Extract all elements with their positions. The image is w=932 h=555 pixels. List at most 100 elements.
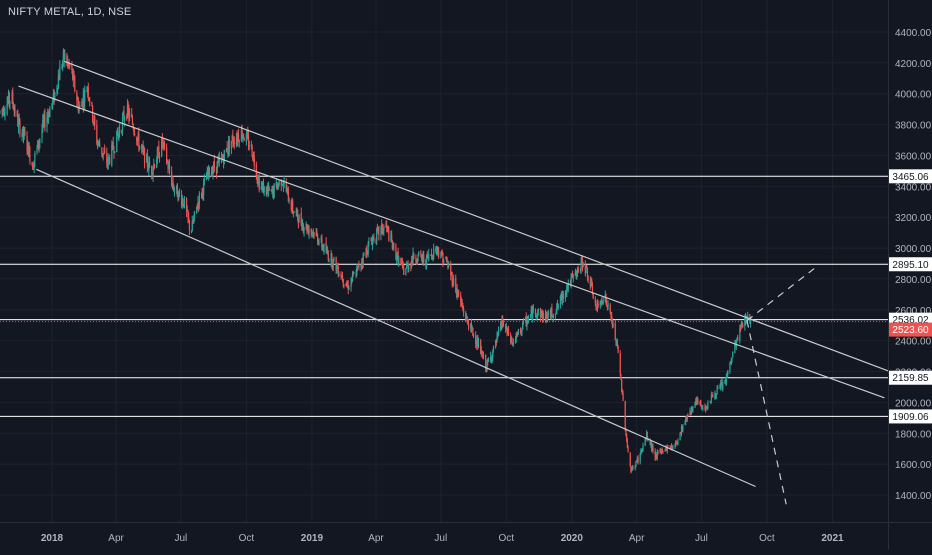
candle-body	[745, 319, 747, 322]
candle-body	[727, 370, 729, 375]
candle-body	[310, 229, 312, 232]
candle-body	[210, 171, 213, 177]
candle-body	[457, 290, 459, 296]
candle-body	[215, 166, 218, 173]
candle-body	[636, 457, 638, 462]
candle-body	[29, 147, 31, 162]
x-tick-label: 2020	[561, 533, 584, 544]
candle-body	[460, 295, 462, 303]
candle-body	[704, 407, 706, 410]
candle-body	[132, 124, 134, 129]
candle-body	[435, 247, 437, 252]
candle-body	[217, 160, 219, 163]
candle-body	[197, 201, 199, 208]
candle-body	[136, 138, 139, 143]
candle-body	[529, 314, 532, 318]
candle-body	[97, 143, 99, 145]
candle-body	[311, 231, 313, 233]
candle-body	[507, 328, 510, 336]
candle-body	[352, 274, 354, 275]
candle-body	[113, 150, 115, 154]
candle-body	[3, 111, 5, 114]
candle-body	[292, 212, 294, 214]
candle-body	[240, 129, 243, 142]
candle-body	[443, 259, 445, 264]
candle-body	[574, 271, 576, 276]
candle-body	[471, 327, 473, 330]
candle-body	[739, 328, 741, 342]
candle-body	[281, 183, 283, 185]
candle-body	[645, 438, 647, 440]
candle-body	[148, 161, 150, 171]
candle-body	[317, 242, 319, 244]
candle-body	[547, 310, 549, 315]
candle-body	[208, 167, 210, 175]
candle-body	[133, 132, 136, 136]
x-tick-label: Oct	[759, 533, 775, 544]
candle-body	[226, 147, 228, 153]
candle-body	[506, 326, 508, 333]
candle-body	[719, 386, 721, 388]
candle-body	[383, 226, 385, 231]
trendlines	[18, 60, 889, 505]
candle-body	[82, 94, 84, 107]
candle-body	[645, 432, 648, 439]
candle-body	[521, 328, 523, 333]
candle-body	[486, 360, 488, 371]
candle-body	[579, 269, 581, 272]
candle-body	[686, 415, 688, 421]
candle-body	[196, 207, 198, 209]
candle-body	[511, 338, 513, 344]
candle-body	[396, 252, 398, 258]
level-label-box	[889, 169, 932, 184]
candle-body	[610, 313, 612, 317]
candle-body	[265, 187, 267, 195]
candle-body	[381, 223, 384, 233]
candle-body	[82, 101, 84, 106]
candle-body	[527, 317, 529, 322]
candle-body	[415, 259, 417, 261]
candle-body	[532, 307, 534, 310]
candle-body	[551, 307, 553, 317]
candle-body	[79, 104, 81, 109]
candle-body	[331, 253, 333, 266]
candle-body	[527, 319, 529, 322]
candle-body	[699, 400, 701, 405]
candle-body	[581, 257, 583, 261]
last-price-box	[889, 322, 932, 337]
candle-body	[720, 383, 722, 388]
candle-body	[448, 265, 450, 267]
candle-body	[512, 342, 515, 344]
channel-trendline	[63, 60, 889, 372]
candle-body	[231, 135, 233, 139]
candle-body	[43, 115, 45, 122]
candle-body	[495, 340, 497, 347]
candle-body	[685, 417, 687, 422]
candle-body	[318, 241, 320, 244]
candle-body	[376, 229, 378, 241]
candle-body	[316, 230, 318, 235]
candle-body	[111, 143, 114, 146]
candle-body	[665, 447, 668, 451]
candle-body	[191, 221, 193, 232]
candle-body	[482, 355, 485, 357]
candle-body	[156, 160, 158, 169]
candle-body	[253, 156, 255, 166]
candle-body	[272, 187, 274, 194]
candle-body	[572, 274, 574, 278]
candle-body	[208, 166, 210, 175]
candle-body	[237, 134, 240, 141]
candle-body	[497, 329, 500, 336]
candle-body	[213, 162, 215, 171]
candle-body	[692, 406, 694, 412]
candle-body	[714, 392, 716, 399]
candle-body	[571, 274, 574, 277]
candle-body	[267, 186, 270, 191]
candle-body	[517, 333, 519, 335]
candle-body	[280, 179, 282, 186]
x-tick-label: 2018	[41, 533, 64, 544]
candle-body	[363, 255, 365, 257]
candle-body	[500, 323, 502, 332]
